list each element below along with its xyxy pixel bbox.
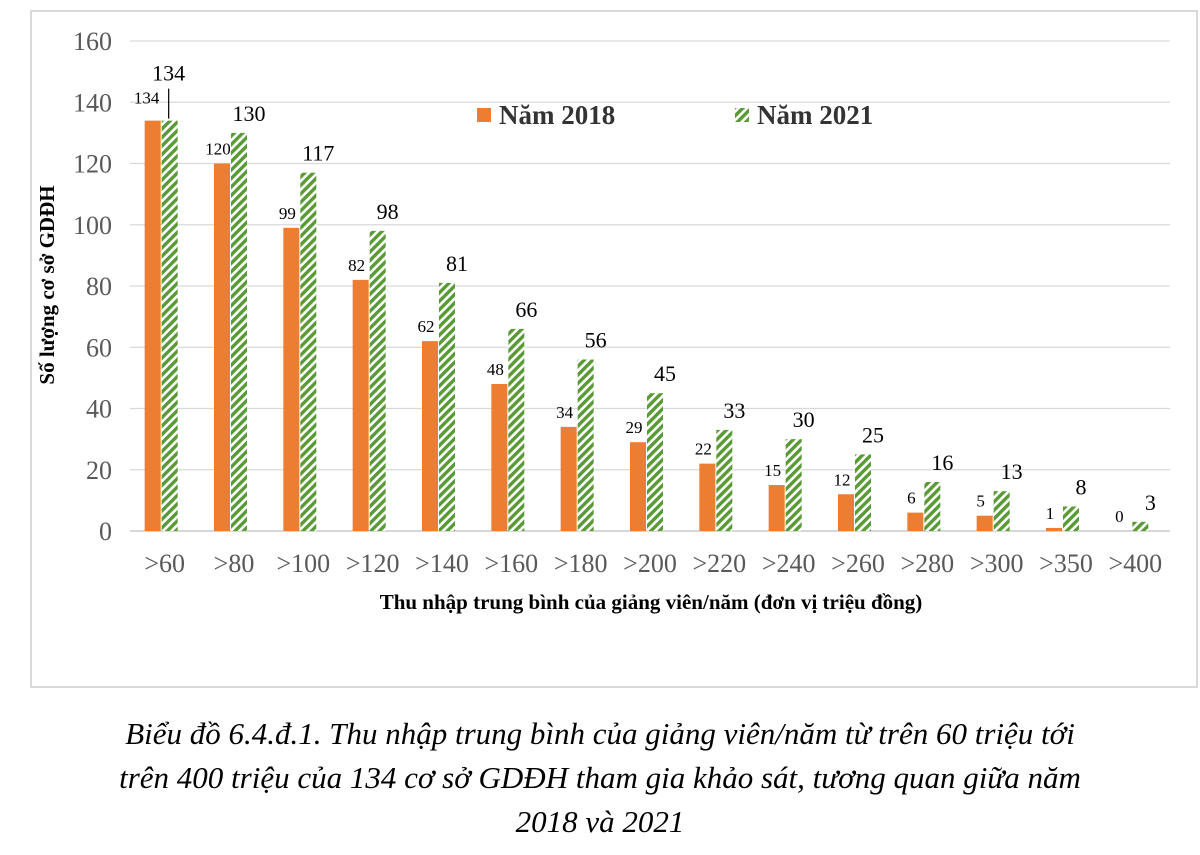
legend: Năm 2018 Năm 2021 bbox=[477, 100, 873, 130]
data-label-2021: 16 bbox=[931, 450, 953, 475]
data-label-2018: 0 bbox=[1115, 507, 1124, 526]
x-tick-label: >350 bbox=[1039, 549, 1093, 578]
bar-2018 bbox=[422, 341, 438, 531]
x-tick-label: >160 bbox=[484, 549, 538, 578]
bar-2021 bbox=[577, 359, 594, 531]
bar-2021 bbox=[1063, 506, 1079, 531]
data-label-2018: 12 bbox=[834, 470, 851, 489]
caption-line-1: Biểu đồ 6.4.đ.1. Thu nhập trung bình của… bbox=[125, 716, 1075, 751]
x-tick-label: >220 bbox=[692, 549, 746, 578]
bar-2018 bbox=[630, 442, 646, 531]
data-label-2021: 13 bbox=[1001, 459, 1023, 484]
bar-2021 bbox=[231, 132, 247, 531]
x-tick-label: >180 bbox=[554, 549, 608, 578]
bar-2018 bbox=[283, 227, 300, 531]
x-axis-ticks: >60 >80 >100 >120 >140 >160 >180 >200 >220 >240 >2… bbox=[144, 549, 1162, 578]
y-axis-ticks: 0 20 40 60 80 100 120 140 160 bbox=[73, 27, 112, 546]
y-tick-label: 40 bbox=[86, 395, 112, 424]
data-label-2021: 130 bbox=[233, 101, 266, 126]
bar-2018 bbox=[699, 463, 716, 531]
data-label-2021: 81 bbox=[446, 251, 468, 276]
x-tick-label: >120 bbox=[346, 549, 400, 578]
bar-2018 bbox=[1046, 527, 1062, 531]
data-label-2021: 56 bbox=[585, 328, 607, 353]
data-label-2018: 15 bbox=[764, 461, 781, 480]
bar-2021 bbox=[993, 491, 1010, 531]
bar-2021 bbox=[855, 454, 871, 531]
bar-2021 bbox=[300, 172, 317, 531]
data-label-2021: 66 bbox=[515, 297, 537, 322]
y-tick-label: 80 bbox=[86, 272, 112, 301]
data-label-2018: 120 bbox=[205, 140, 231, 159]
bar-2021 bbox=[647, 393, 663, 531]
data-label-2021: 98 bbox=[377, 199, 399, 224]
data-label-2018: 1 bbox=[1046, 504, 1055, 523]
x-tick-label: >60 bbox=[144, 549, 185, 578]
y-tick-label: 20 bbox=[86, 456, 112, 485]
data-label-2018: 22 bbox=[695, 440, 712, 459]
x-tick-label: >280 bbox=[900, 549, 954, 578]
bar-2021 bbox=[924, 482, 941, 531]
y-tick-label: 0 bbox=[99, 517, 112, 546]
x-tick-label: >400 bbox=[1108, 549, 1162, 578]
x-tick-label: >140 bbox=[415, 549, 469, 578]
bar-2018 bbox=[491, 384, 508, 531]
data-label-2021: 30 bbox=[793, 407, 815, 432]
bar-2021 bbox=[785, 439, 802, 531]
data-label-2018: 5 bbox=[976, 492, 985, 511]
bar-2021 bbox=[1132, 521, 1149, 531]
bar-2018 bbox=[838, 494, 854, 531]
x-tick-label: >300 bbox=[970, 549, 1024, 578]
x-tick-label: >80 bbox=[214, 549, 255, 578]
bars bbox=[144, 120, 1149, 531]
bar-2021 bbox=[716, 429, 733, 531]
bar-2018 bbox=[214, 163, 230, 531]
x-tick-label: >100 bbox=[276, 549, 330, 578]
caption-line-2: trên 400 triệu của 134 cơ sở GDĐH tham g… bbox=[119, 760, 1081, 795]
data-labels: 1341341201309911782986281486634562945223… bbox=[134, 61, 1156, 526]
data-label-2018: 6 bbox=[907, 489, 916, 508]
data-label-2018: 62 bbox=[418, 317, 435, 336]
y-tick-label: 60 bbox=[86, 333, 112, 362]
bar-2018 bbox=[976, 515, 993, 531]
data-label-2018: 99 bbox=[279, 204, 296, 223]
x-tick-label: >240 bbox=[762, 549, 816, 578]
y-axis-label: Số lượng cơ sở GDĐH bbox=[35, 185, 59, 384]
data-label-2021: 45 bbox=[654, 361, 676, 386]
data-label-2021: 8 bbox=[1076, 475, 1087, 500]
y-tick-label: 160 bbox=[73, 27, 112, 56]
data-label-2018: 34 bbox=[556, 403, 574, 422]
y-tick-label: 120 bbox=[73, 150, 112, 179]
bar-2018 bbox=[907, 512, 924, 531]
data-label-2021: 134 bbox=[152, 61, 185, 86]
x-tick-label: >260 bbox=[831, 549, 885, 578]
bar-2021 bbox=[161, 120, 178, 531]
bar-2018 bbox=[352, 279, 369, 531]
y-tick-label: 100 bbox=[73, 211, 112, 240]
data-label-2021: 33 bbox=[723, 398, 745, 423]
data-label-2018: 82 bbox=[348, 256, 365, 275]
figure-caption: Biểu đồ 6.4.đ.1. Thu nhập trung bình của… bbox=[0, 712, 1200, 844]
x-tick-label: >200 bbox=[623, 549, 677, 578]
bar-2021 bbox=[369, 230, 386, 531]
x-axis-label: Thu nhập trung bình của giảng viên/năm (… bbox=[380, 590, 923, 614]
bar-2018 bbox=[768, 485, 785, 531]
data-label-2021: 25 bbox=[862, 422, 884, 447]
data-label-2021: 117 bbox=[302, 141, 334, 166]
legend-label-2018: Năm 2018 bbox=[499, 100, 615, 130]
bar-2021 bbox=[508, 328, 525, 531]
legend-swatch-2018 bbox=[477, 108, 491, 122]
bar-2018 bbox=[560, 426, 577, 531]
data-label-2021: 3 bbox=[1145, 490, 1156, 515]
data-label-2018: 48 bbox=[487, 360, 504, 379]
bar-2021 bbox=[439, 282, 455, 531]
caption-line-3: 2018 và 2021 bbox=[515, 804, 685, 839]
legend-swatch-2021 bbox=[735, 108, 749, 122]
data-label-2018: 134 bbox=[134, 89, 160, 108]
legend-label-2021: Năm 2021 bbox=[757, 100, 873, 130]
data-label-2018: 29 bbox=[626, 418, 643, 437]
bar-2018 bbox=[144, 120, 161, 531]
y-tick-label: 140 bbox=[73, 88, 112, 117]
